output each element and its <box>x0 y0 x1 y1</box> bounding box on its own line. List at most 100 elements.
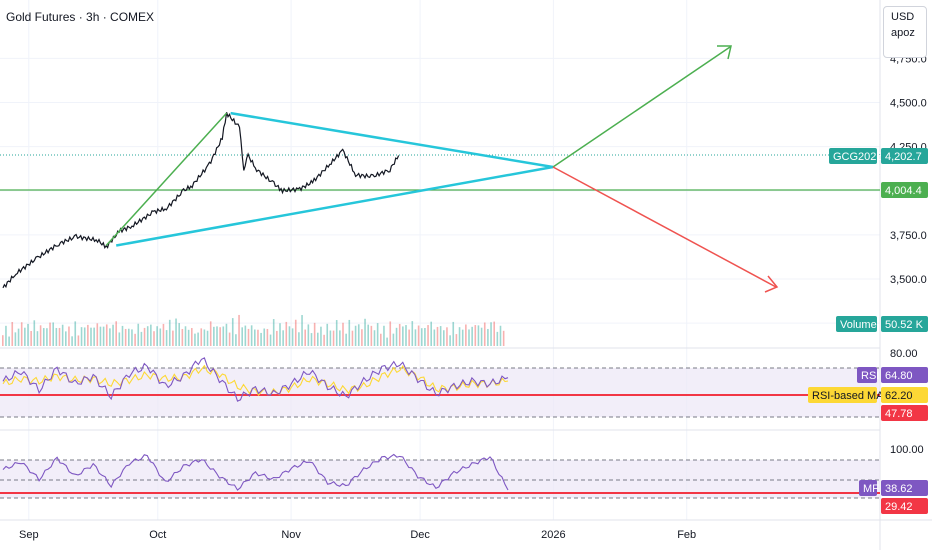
x-tick-label: 2026 <box>541 529 565 541</box>
volume-bar <box>165 330 168 346</box>
volume-bar <box>389 321 392 346</box>
volume-bar <box>162 323 165 346</box>
volume-bar <box>27 323 29 346</box>
volume-bar <box>235 334 237 346</box>
volume-bar <box>150 324 152 346</box>
volume-bar <box>433 329 436 346</box>
volume-bar <box>424 328 426 346</box>
volume-bar <box>2 335 4 346</box>
x-tick-label: Feb <box>677 529 696 541</box>
volume-bar <box>219 327 221 346</box>
volume-bar <box>326 323 329 346</box>
volume-bar <box>276 330 278 346</box>
volume-bar <box>493 321 495 346</box>
current-price-tag-bg <box>881 148 928 164</box>
mf-line <box>2 453 509 491</box>
volume-bar <box>329 330 332 346</box>
volume-bar <box>74 321 77 346</box>
mf-value-tag: 38.62 <box>885 483 913 495</box>
volume-bar <box>102 326 105 346</box>
volume-bar <box>269 334 272 346</box>
volume-bar <box>342 322 344 346</box>
volume-bar <box>17 328 20 346</box>
volume-bar <box>140 331 143 346</box>
volume-bar <box>134 333 136 346</box>
volume-bar <box>477 325 480 346</box>
volume-bar <box>128 328 130 346</box>
volume-bar <box>206 330 209 346</box>
mf-label-tag: MF <box>863 483 879 495</box>
volume-bar <box>298 332 300 346</box>
volume-bar <box>348 319 351 346</box>
scale-label[interactable]: apoz <box>891 27 915 39</box>
volume-bar <box>83 327 86 346</box>
volume-bar <box>68 326 70 346</box>
volume-bar <box>109 328 111 346</box>
mf-top-tick: 100.00 <box>890 444 924 456</box>
volume-bar <box>244 325 247 346</box>
volume-bar <box>159 328 162 346</box>
volume-bar <box>71 336 73 346</box>
mf-band <box>0 460 880 498</box>
volume-bar <box>52 322 54 346</box>
mf-low-tag: 29.42 <box>885 501 913 513</box>
volume-bar <box>301 315 303 346</box>
volume-bar <box>247 328 250 346</box>
volume-bar <box>222 326 225 346</box>
volume-bar <box>288 326 291 346</box>
volume-bar <box>361 329 363 346</box>
volume-bar <box>146 326 149 346</box>
rsi-label-tag-bg <box>857 367 877 383</box>
volume-bar <box>77 335 80 346</box>
volume-bar <box>496 331 499 346</box>
volume-bar <box>392 333 395 346</box>
volume-bar <box>257 329 259 346</box>
volume-bar <box>323 334 325 346</box>
rsi-ma-value-tag-bg <box>881 387 928 403</box>
triangle-upper-line <box>230 111 554 169</box>
volume-bar <box>483 322 486 346</box>
volume-bar <box>317 332 319 346</box>
volume-bar <box>5 325 7 346</box>
volume-bar <box>480 327 483 346</box>
volume-bar <box>263 328 266 346</box>
up-arrow-line <box>552 46 731 168</box>
up-arrow-head <box>717 45 732 60</box>
ticker-tag-bg <box>829 148 877 164</box>
rsi-low-tag: 47.78 <box>885 408 913 420</box>
volume-bar <box>49 322 51 346</box>
rsi-ma-label-tag-bg <box>808 387 877 403</box>
currency-label[interactable]: USD <box>891 11 915 23</box>
volume-bar <box>398 323 401 346</box>
volume-bar <box>266 328 269 346</box>
down-arrow-head <box>764 275 779 293</box>
rsi-top-tick: 80.00 <box>890 348 918 360</box>
volume-bar <box>112 324 114 346</box>
volume-bar <box>93 327 95 346</box>
volume-bar <box>30 330 32 346</box>
volume-label-tag: Volume <box>840 319 877 331</box>
volume-bar <box>461 329 464 346</box>
x-tick-label: Nov <box>281 529 301 541</box>
currency-scale-box[interactable]: USD apoz <box>883 6 927 58</box>
volume-bar <box>272 319 275 346</box>
volume-bar <box>231 318 234 346</box>
volume-bar <box>339 330 341 346</box>
mf-low-tag-bg <box>881 498 928 514</box>
volume-bar <box>184 326 187 346</box>
x-tick-label: Dec <box>410 529 430 541</box>
volume-bar <box>260 332 262 346</box>
x-tick-label: Sep <box>19 529 39 541</box>
volume-bar <box>335 320 338 346</box>
volume-bar <box>250 325 253 346</box>
volume-bar <box>351 330 354 346</box>
volume-bar <box>285 321 288 346</box>
volume-bar <box>39 325 42 346</box>
volume-bar <box>200 328 203 346</box>
volume-bar <box>307 324 310 346</box>
volume-bar <box>455 334 458 346</box>
volume-bar <box>172 330 174 346</box>
y-tick-label: 3,750.0 <box>890 230 927 242</box>
volume-bar <box>502 330 505 346</box>
